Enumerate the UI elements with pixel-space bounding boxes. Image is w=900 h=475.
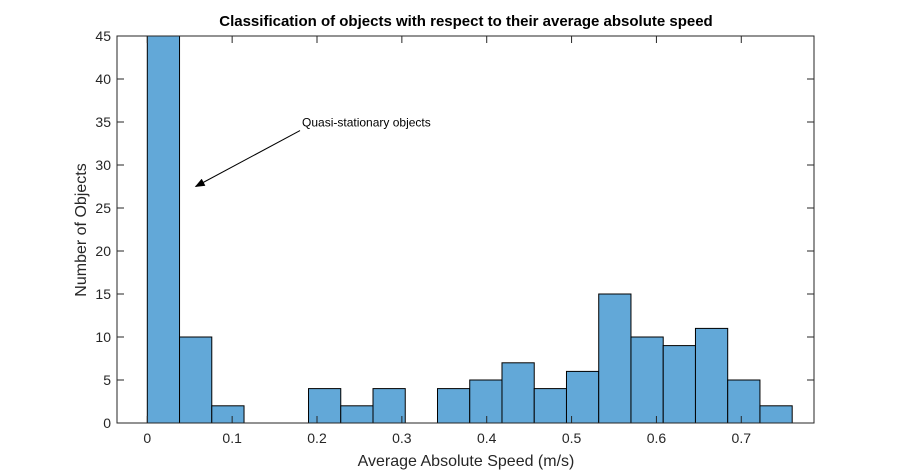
histogram-bar [308,388,342,424]
histogram-bar [436,388,471,424]
x-tick-label: 0 [143,430,151,446]
y-tick-label: 0 [103,415,111,431]
x-axis-label: Average Absolute Speed (m/s) [358,453,575,470]
y-tick-label: 10 [95,329,111,345]
x-tick-label: 0.3 [392,430,412,446]
histogram-bar [501,362,535,424]
y-tick-label: 35 [95,114,111,130]
histogram-bar [630,336,664,424]
bars-group [146,35,793,424]
annotations-group: Quasi-stationary objects [194,116,431,187]
x-tick-label: 0.7 [732,430,752,446]
histogram-bar [340,405,374,424]
histogram-bar [662,345,696,424]
y-tick-label: 25 [95,200,111,216]
y-axis-label: Number of Objects [73,163,90,296]
annotation-arrow [194,130,301,187]
histogram-bar [146,35,181,424]
x-tick-label: 0.6 [647,430,667,446]
y-axis-ticks: 0 5 10 15 20 25 30 35 40 45 [95,28,814,431]
x-tick-label: 0.2 [307,430,327,446]
x-tick-label: 0.1 [222,430,242,446]
histogram-bar [565,370,600,424]
chart-title: Classification of objects with respect t… [219,13,712,30]
histogram-bar [372,388,406,424]
histogram-bar [533,388,567,424]
y-tick-label: 15 [95,286,111,302]
x-axis-ticks: 0 0.1 0.2 0.3 0.4 0.5 0.6 0.7 [143,36,751,446]
annotation-text: Quasi-stationary objects [302,116,431,130]
histogram-bar [469,379,503,424]
histogram-bar [211,405,245,424]
y-tick-label: 30 [95,157,111,173]
x-tick-label: 0.5 [562,430,582,446]
x-tick-label: 0.4 [477,430,497,446]
y-tick-label: 20 [95,243,111,259]
histogram-bar [759,405,793,424]
histogram-bar [694,327,729,424]
histogram-bar [727,379,761,424]
y-tick-label: 45 [95,28,111,44]
plot-area-frame [116,35,815,424]
histogram-bar [179,336,213,424]
y-tick-label: 40 [95,71,111,87]
y-tick-label: 5 [103,372,111,388]
histogram-bar [598,293,632,424]
